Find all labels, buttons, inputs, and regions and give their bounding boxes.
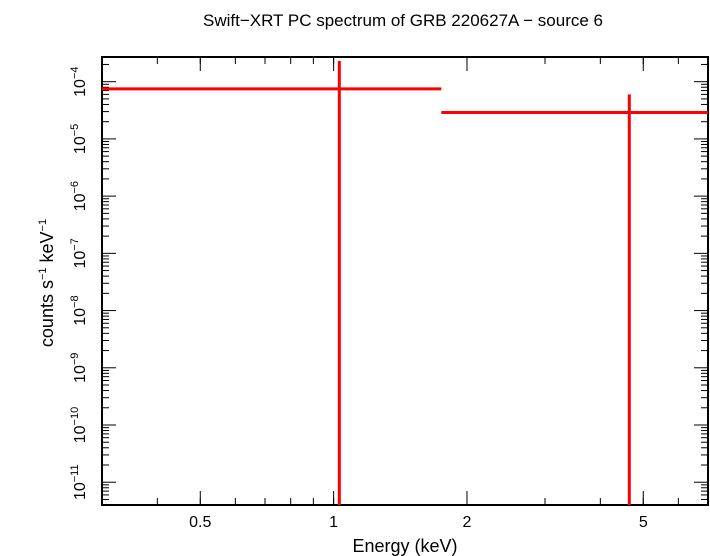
x-tick-label: 2 bbox=[463, 514, 472, 531]
y-tick-base: 10 bbox=[72, 251, 89, 269]
y-tick-base: 10 bbox=[72, 136, 89, 154]
chart-title: Swift−XRT PC spectrum of GRB 220627A − s… bbox=[203, 11, 603, 30]
y-axis-label: counts s−1 keV−1 bbox=[37, 219, 57, 347]
y-tick-label: 10−11 bbox=[69, 464, 89, 500]
data-point bbox=[441, 94, 708, 505]
y-tick-base: 10 bbox=[72, 308, 89, 326]
y-label-exp2: −1 bbox=[37, 219, 49, 232]
y-tick-exponent: −8 bbox=[69, 295, 81, 308]
y-label-exp1: −1 bbox=[37, 267, 49, 280]
y-tick-label: 10−9 bbox=[69, 353, 89, 383]
data-point bbox=[102, 60, 442, 505]
x-axis-label: Energy (keV) bbox=[352, 536, 457, 556]
y-tick-exponent: −10 bbox=[69, 407, 81, 426]
y-tick-exponent: −11 bbox=[69, 464, 81, 482]
y-tick-label: 10−5 bbox=[69, 124, 89, 154]
x-tick-label: 0.5 bbox=[189, 514, 211, 531]
y-tick-base: 10 bbox=[72, 193, 89, 211]
y-tick-base: 10 bbox=[72, 365, 89, 383]
y-tick-base: 10 bbox=[72, 425, 89, 443]
plot-frame bbox=[101, 56, 709, 506]
y-tick-exponent: −5 bbox=[69, 124, 81, 137]
y-tick-base: 10 bbox=[72, 79, 89, 97]
y-tick-label: 10−7 bbox=[69, 238, 89, 268]
x-tick-label: 1 bbox=[329, 514, 338, 531]
y-tick-exponent: −7 bbox=[69, 238, 81, 251]
y-tick-label: 10−4 bbox=[69, 67, 89, 97]
y-tick-exponent: −6 bbox=[69, 181, 81, 194]
y-tick-label: 10−8 bbox=[69, 295, 89, 325]
y-tick-label: 10−6 bbox=[69, 181, 89, 211]
y-tick-base: 10 bbox=[72, 482, 89, 500]
y-label-mid: keV bbox=[37, 231, 57, 267]
y-tick-label: 10−10 bbox=[69, 407, 89, 443]
y-label-base: counts s bbox=[37, 280, 57, 347]
y-tick-exponent: −9 bbox=[69, 353, 81, 366]
y-tick-exponent: −4 bbox=[69, 67, 81, 80]
x-tick-label: 5 bbox=[639, 514, 648, 531]
